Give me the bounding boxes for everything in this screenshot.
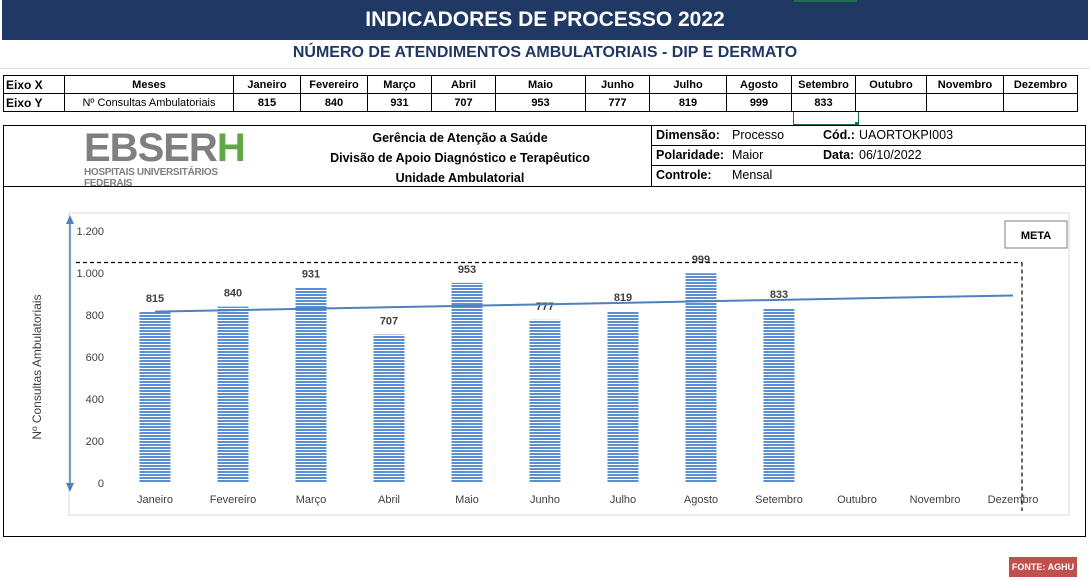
x-tick-label: Novembro xyxy=(910,494,961,506)
month-cell[interactable]: Setembro xyxy=(791,75,856,94)
meta-legend-box xyxy=(1004,220,1068,249)
controle-label: Controle: xyxy=(656,168,712,182)
logo-text: EBSER xyxy=(84,126,218,170)
dimensao-label: Dimensão: xyxy=(656,128,720,142)
bar xyxy=(529,319,561,483)
cod-value: UAORTOKPI003 xyxy=(859,128,954,142)
y-axis-title: Nº Consultas Ambulatoriais xyxy=(30,294,44,439)
info-row-controle: Controle: Mensal xyxy=(652,165,1086,185)
x-tick-label: Setembro xyxy=(755,494,803,506)
value-cell[interactable]: 819 xyxy=(649,93,727,112)
value-cell[interactable]: 777 xyxy=(585,93,650,112)
data-label: 840 xyxy=(224,288,242,300)
report-title-banner: INDICADORES DE PROCESSO 2022 xyxy=(2,0,1088,40)
y-axis-arrow-up xyxy=(66,215,74,224)
x-tick-label: Fevereiro xyxy=(210,494,256,506)
divider xyxy=(0,68,1090,69)
y-tick-label: 1.200 xyxy=(76,226,104,238)
data-label: 953 xyxy=(458,264,476,276)
month-cell[interactable]: Maio xyxy=(495,75,586,94)
bar xyxy=(607,311,639,483)
bar xyxy=(217,306,249,483)
month-cell[interactable]: Junho xyxy=(585,75,650,94)
y-tick-label: 200 xyxy=(86,436,104,448)
value-cell[interactable]: 840 xyxy=(300,93,368,112)
y-tick-label: 0 xyxy=(98,478,104,490)
y-tick-label: 400 xyxy=(86,394,104,406)
value-cell[interactable]: 953 xyxy=(495,93,586,112)
x-tick-label: Abril xyxy=(378,494,400,506)
bar xyxy=(373,334,405,483)
org-line-3: Unidade Ambulatorial xyxy=(395,171,525,185)
data-label: 815 xyxy=(146,293,164,305)
value-cell[interactable] xyxy=(1003,93,1078,112)
month-cell[interactable]: Janeiro xyxy=(233,75,301,94)
dimensao-value: Processo xyxy=(732,128,785,142)
bar xyxy=(685,273,717,483)
data-label: 833 xyxy=(770,289,788,301)
data-label: Data: xyxy=(823,148,855,162)
chart-container xyxy=(3,186,1086,537)
bar xyxy=(139,311,171,483)
ebserh-logo: EBSERH HOSPITAIS UNIVERSITÁRIOS FEDERAIS xyxy=(84,128,246,189)
logo-subtitle: HOSPITAIS UNIVERSITÁRIOS FEDERAIS xyxy=(84,167,218,189)
data-label: 999 xyxy=(692,254,710,266)
value-cell[interactable]: 931 xyxy=(367,93,432,112)
value-cell[interactable]: 999 xyxy=(726,93,792,112)
month-cell[interactable]: Dezembro xyxy=(1003,75,1078,94)
x-tick-label: Julho xyxy=(610,494,636,506)
cell-selection-top xyxy=(794,0,857,2)
org-info: Gerência de Atenção a Saúde Divisão de A… xyxy=(270,128,650,188)
eixo-y-label[interactable]: Eixo Y xyxy=(3,93,65,112)
logo-accent: H xyxy=(216,126,246,170)
report-title: INDICADORES DE PROCESSO 2022 xyxy=(365,8,725,31)
data-label: 931 xyxy=(302,268,320,280)
info-row-polaridade: Polaridade: Maior Data: 06/10/2022 xyxy=(652,145,1086,166)
indicator-info: Dimensão: Processo Cód.: UAORTOKPI003 Po… xyxy=(651,125,1086,186)
axes-row-y: Eixo Y Nº Consultas Ambulatoriais 815 84… xyxy=(3,93,1078,112)
eixo-x-label[interactable]: Eixo X xyxy=(3,75,65,94)
fill-handle[interactable] xyxy=(855,122,859,126)
bar xyxy=(295,287,327,483)
indicator-header xyxy=(3,125,1086,187)
y-axis-arrow-down xyxy=(66,483,74,492)
bar-chart: 0 200 400 600 800 1.000 1.200 Nº Consultas Ambu… xyxy=(30,212,1070,516)
x-tick-label: Junho xyxy=(530,494,560,506)
axes-table: Eixo X Meses Janeiro Fevereiro Março Abr… xyxy=(3,75,1078,112)
x-tick-label: Março xyxy=(296,494,327,506)
x-tick-label: Janeiro xyxy=(137,494,173,506)
trend-line xyxy=(154,294,1014,313)
cell-selection xyxy=(793,112,859,125)
eixo-y-name[interactable]: Nº Consultas Ambulatoriais xyxy=(64,93,234,112)
data-label: 707 xyxy=(380,316,398,328)
x-tick-label: Outubro xyxy=(837,494,877,506)
controle-value: Mensal xyxy=(732,168,773,182)
cod-label: Cód.: xyxy=(823,128,855,142)
meta-legend-label: META xyxy=(1021,230,1051,242)
polaridade-label: Polaridade: xyxy=(656,148,725,162)
y-tick-label: 800 xyxy=(86,310,104,322)
bar xyxy=(763,308,795,483)
x-tick-label: Dezembro xyxy=(988,494,1039,506)
org-line-2: Divisão de Apoio Diagnóstico e Terapêuti… xyxy=(330,151,590,165)
y-tick-label: 600 xyxy=(86,352,104,364)
org-line-1: Gerência de Atenção a Saúde xyxy=(372,131,548,145)
plot-area-border xyxy=(68,212,1070,516)
info-row-dimensao: Dimensão: Processo Cód.: UAORTOKPI003 xyxy=(652,125,1086,146)
source-badge: FONTE: AGHU xyxy=(1009,557,1077,577)
x-tick-label: Maio xyxy=(455,494,479,506)
data-value: 06/10/2022 xyxy=(859,148,922,162)
data-label: 777 xyxy=(536,301,554,313)
bar xyxy=(451,282,483,483)
polaridade-value: Maior xyxy=(732,148,764,162)
x-tick-label: Agosto xyxy=(684,494,718,506)
data-label: 819 xyxy=(614,292,632,304)
value-cell[interactable]: 815 xyxy=(233,93,301,112)
report-subtitle: NÚMERO DE ATENDIMENTOS AMBULATORIAIS - D… xyxy=(292,44,798,61)
y-tick-label: 1.000 xyxy=(76,268,104,280)
